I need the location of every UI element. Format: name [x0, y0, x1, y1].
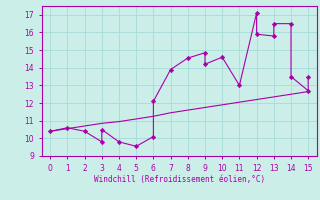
X-axis label: Windchill (Refroidissement éolien,°C): Windchill (Refroidissement éolien,°C)	[94, 175, 265, 184]
